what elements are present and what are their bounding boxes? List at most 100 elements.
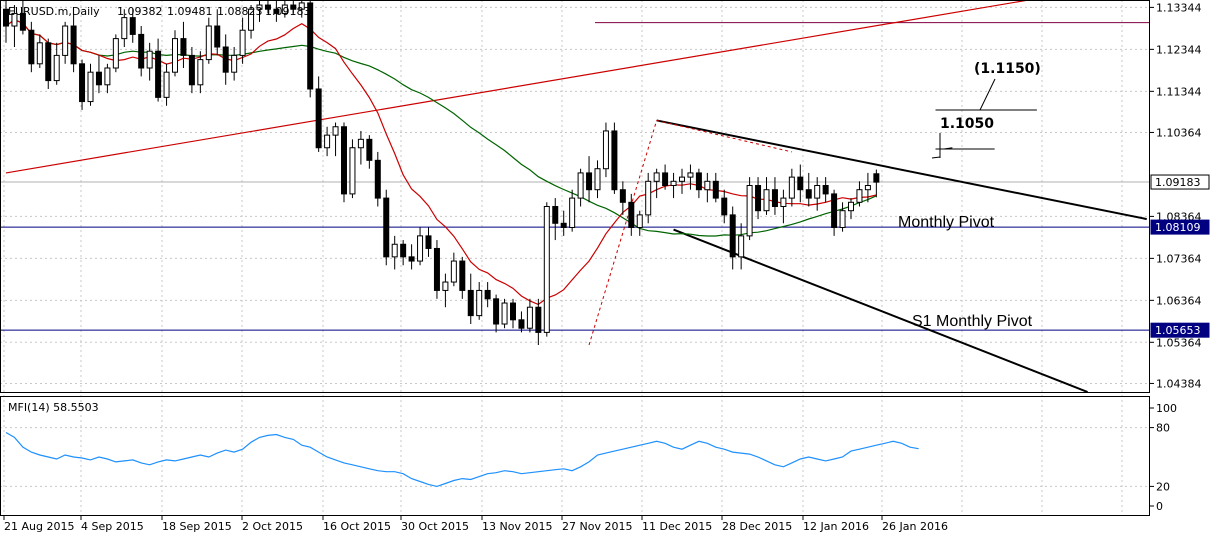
dashed-swing-line: [656, 119, 792, 153]
candle-body: [864, 185, 871, 191]
candle-body: [374, 159, 381, 199]
axes: 1.133441.123441.113441.103641.083641.073…: [3, 1, 1210, 533]
candle-body: [264, 4, 271, 10]
target-label: 1.1050: [940, 116, 994, 132]
main-pane: [0, 0, 1150, 392]
candle-body: [290, 4, 297, 10]
candle-body: [95, 71, 102, 86]
candle-body: [112, 38, 119, 69]
annotations: EURUSD.m,Daily 1.09382 1.09481 1.08823 1…: [8, 5, 1041, 414]
candle-body: [36, 42, 43, 65]
candle-body: [839, 210, 846, 228]
candle-body: [129, 17, 136, 35]
candle-body: [780, 197, 787, 207]
candle-body: [704, 180, 711, 191]
candle-body: [594, 168, 601, 191]
candle-body: [307, 2, 314, 90]
candle-body: [146, 50, 153, 69]
candle-body: [138, 33, 145, 69]
mfi-y-tick-label: 0: [1156, 500, 1163, 513]
y-tick-label: 1.04384: [1156, 377, 1202, 390]
candle-body: [408, 256, 415, 262]
s1-monthly-pivot-label: S1 Monthly Pivot: [912, 313, 1033, 330]
candle-body: [721, 197, 728, 216]
candle-body: [619, 189, 626, 203]
candle-body: [510, 302, 516, 321]
candle-body: [797, 176, 804, 191]
candle-body: [79, 63, 86, 103]
x-tick-label: 16 Oct 2015: [323, 520, 391, 533]
candle-body: [636, 214, 643, 228]
mfi-y-tick-label: 100: [1156, 402, 1177, 415]
candle-body: [738, 235, 745, 258]
candle-body: [687, 172, 694, 178]
candle-body: [239, 29, 246, 56]
candle-body: [11, 12, 18, 27]
candle-body: [552, 205, 559, 224]
ma-fast-line: [5, 19, 877, 306]
candle-body: [755, 185, 762, 212]
candle-body: [586, 172, 593, 191]
candle-body: [763, 189, 770, 212]
candle-body: [543, 205, 550, 333]
candle-body: [400, 243, 407, 258]
ma-slow-line: [5, 19, 877, 237]
candle-body: [602, 130, 609, 170]
x-tick-label: 11 Dec 2015: [642, 520, 712, 533]
mfi-line: [5, 431, 919, 488]
candle-body: [121, 17, 128, 40]
candle-body: [712, 180, 719, 199]
candle-body: [501, 302, 508, 325]
y-tick-label: 1.06364: [1156, 294, 1202, 307]
low-value: 1.08823: [217, 5, 263, 18]
candle-body: [493, 298, 500, 325]
candle-body: [324, 134, 331, 149]
target-leader: [943, 147, 953, 150]
candle-body: [476, 289, 483, 317]
candle-body: [315, 88, 322, 149]
mfi-label: MFI(14) 58.5503: [8, 401, 99, 414]
candle-body: [357, 138, 364, 149]
candle-body: [248, 8, 255, 31]
candle-body: [814, 185, 821, 199]
price-box-label: 1.08109: [1155, 221, 1201, 234]
candle-body: [856, 189, 863, 203]
candle-body: [467, 289, 474, 317]
x-tick-label: 26 Jan 2016: [882, 520, 948, 533]
candle-body: [771, 189, 778, 207]
leader-1150: [979, 78, 996, 111]
x-tick-label: 13 Nov 2015: [482, 520, 552, 533]
x-tick-label: 12 Jan 2016: [803, 520, 869, 533]
x-tick-label: 2 Oct 2015: [242, 520, 303, 533]
grid: [0, 0, 1150, 516]
candle-body: [628, 201, 635, 228]
candle-body: [163, 71, 170, 98]
price-box-label: 1.05653: [1155, 324, 1201, 337]
mfi-y-tick-label: 80: [1156, 422, 1170, 435]
candle-body: [746, 185, 753, 237]
candle-body: [873, 173, 880, 183]
candles: [3, 0, 880, 345]
candle-body: [214, 25, 221, 48]
mfi-pane: [0, 427, 1150, 488]
candle-body: [450, 260, 457, 283]
candle-body: [679, 176, 685, 182]
candle-body: [104, 67, 111, 86]
x-tick-label: 21 Aug 2015: [4, 520, 74, 533]
candle-body: [53, 54, 60, 82]
candle-body: [349, 147, 356, 195]
candle-body: [332, 126, 339, 136]
dashed-swing-line: [588, 120, 658, 346]
candle-body: [391, 243, 398, 258]
chart-title: EURUSD.m,Daily: [8, 5, 100, 18]
candle-body: [831, 193, 838, 228]
open-value: 1.09382: [117, 5, 163, 18]
candle-body: [197, 59, 204, 86]
candle-body: [822, 185, 829, 195]
candle-body: [526, 306, 533, 329]
candle-body: [560, 222, 567, 228]
candle-body: [87, 71, 94, 103]
candle-body: [433, 247, 440, 291]
candle-body: [645, 180, 652, 216]
